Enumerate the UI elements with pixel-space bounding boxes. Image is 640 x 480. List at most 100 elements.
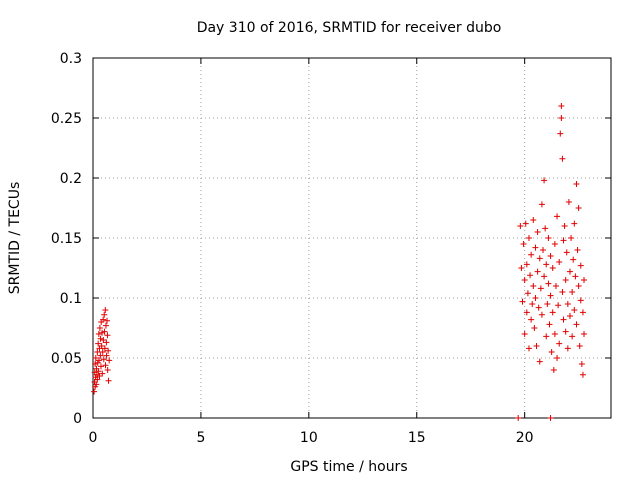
data-point [560,316,567,323]
data-point [529,301,536,307]
data-point [102,307,109,313]
data-point [533,343,540,349]
data-point [562,277,569,283]
data-point [554,355,561,361]
data-point [97,335,104,342]
data-point [530,217,537,223]
data-point [551,241,558,247]
data-point [536,255,543,262]
data-point [555,302,562,309]
data-point [549,309,556,316]
data-point [521,331,528,337]
data-point [94,349,101,355]
y-tick-label: 0 [73,411,82,427]
data-point [569,333,576,340]
data-point [103,339,110,346]
data-point [93,381,100,388]
data-point [541,273,548,280]
data-point [558,103,565,109]
data-point [549,265,556,271]
data-point [95,331,102,337]
data-point [532,295,539,301]
data-point [534,229,541,235]
data-point [95,340,102,347]
data-point [564,345,571,352]
data-point [101,345,108,352]
data-point [557,130,564,137]
data-point [556,259,563,265]
data-point [536,358,543,365]
data-point [547,415,554,421]
data-point [532,244,539,251]
data-point [571,220,578,227]
data-point [528,251,535,258]
data-point [99,349,106,355]
data-point [517,223,524,229]
data-point [101,311,108,318]
data-point [579,309,586,316]
data-point [94,376,101,383]
x-tick-label: 0 [89,430,98,446]
y-tick-label: 0.15 [51,231,82,247]
data-point [105,347,112,354]
x-tick-label: 15 [408,430,426,446]
data-point [97,352,104,359]
data-point [521,277,528,283]
chart-title: Day 310 of 2016, SRMTID for receiver dub… [197,20,502,36]
axis-ticks: 0 5 10 15 20 0 0.05 0.1 0.15 0.2 0.25 0.3 [51,51,611,446]
data-point [579,371,586,378]
data-point [95,368,102,375]
data-point [540,247,547,253]
y-tick-label: 0.25 [51,111,82,127]
data-point [573,181,580,187]
y-tick-label: 0.2 [60,171,82,187]
data-point [535,304,542,311]
data-point [566,313,573,319]
data-point [546,321,553,328]
data-point [545,235,552,241]
data-point [518,265,525,271]
data-point [577,262,584,269]
data-point [91,388,98,395]
data-point [561,223,568,229]
data-point [575,283,582,289]
data-point [100,316,107,323]
data-point [525,345,532,352]
data-point [576,343,583,349]
data-point [578,361,585,367]
data-point [106,357,113,364]
data-point [525,235,532,241]
data-point [105,377,112,384]
data-point [543,333,550,340]
data-point [541,177,548,184]
data-point [563,249,570,256]
data-point [577,297,584,304]
data-point [565,199,572,205]
data-point [545,280,552,287]
data-point [574,247,581,253]
data-point [531,325,538,331]
data-point [556,340,563,347]
data-point [101,328,108,335]
data-point [542,225,549,232]
data-point [97,363,104,370]
data-point [534,268,541,275]
data-point [551,331,558,337]
data-point [558,115,565,121]
data-point [523,309,530,316]
data-point [581,277,588,283]
data-point [537,285,544,292]
data-point [572,273,579,280]
data-point [100,337,107,343]
data-point [100,356,107,363]
data-point [92,361,99,367]
data-point [571,307,578,313]
data-point [581,331,588,337]
y-tick-label: 0.1 [60,291,82,307]
data-point [92,355,99,361]
data-point [522,220,529,227]
y-tick-label: 0.05 [51,351,82,367]
data-point [530,283,537,289]
data-point [520,241,527,247]
